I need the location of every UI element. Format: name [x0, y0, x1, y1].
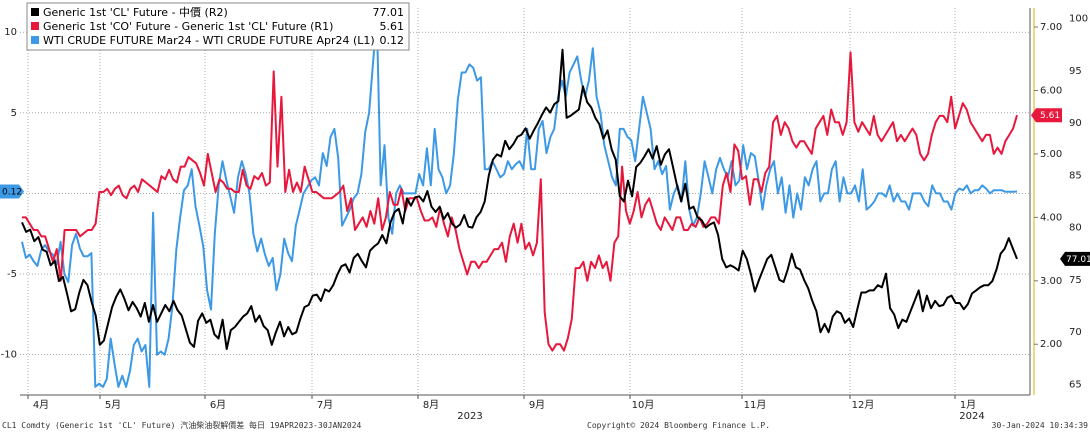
tick-label-x: 12月 — [852, 399, 875, 411]
tick-label-r1: 7.00 — [1040, 22, 1062, 33]
tick-label-x: 11月 — [744, 399, 767, 411]
legend-swatch — [31, 22, 39, 30]
footer-left: CL1 Comdty (Generic 1st 'CL' Future) 汽油柴… — [2, 420, 362, 430]
footer-right: 30-Jan-2024 10:34:39 — [992, 421, 1089, 430]
tick-label-r2: 100 — [1069, 13, 1088, 24]
legend-value: 77.01 — [373, 6, 405, 19]
tag-bg-r1 — [1031, 108, 1062, 123]
tag-bg-l1 — [0, 184, 24, 199]
year-label: 2024 — [959, 411, 984, 422]
tick-label-l1: -5 — [7, 269, 17, 280]
tick-label-r1: 6.00 — [1040, 85, 1062, 96]
x-axis: 4月 5月 6月 7月 8月 9月 10月 11月 12月 1月 2023 2024 — [20, 394, 1030, 422]
tick-label-x: 7月 — [317, 399, 333, 411]
legend-value: 5.61 — [380, 20, 405, 33]
tick-label-x: 9月 — [529, 399, 545, 411]
tick-label-r2: 95 — [1069, 66, 1082, 77]
series-layer — [21, 15, 1018, 388]
footer-center: Copyright© 2024 Bloomberg Finance L.P. — [587, 421, 770, 430]
series-line-spread_co_cl — [22, 51, 1018, 352]
legend-box — [26, 2, 410, 51]
tick-label-r2: 90 — [1069, 118, 1082, 129]
tag-label-l1: 0.12 — [2, 188, 22, 198]
tick-label-r2: 75 — [1069, 275, 1082, 286]
tick-label-r2: 65 — [1069, 380, 1082, 391]
tick-label-x: 4月 — [33, 399, 49, 411]
tick-label-x: 1月 — [960, 399, 976, 411]
legend-label: Generic 1st 'CO' Future - Generic 1st 'C… — [43, 20, 333, 33]
legend: Generic 1st 'CL' Future - 中價 (R2) 77.01 Ge… — [26, 2, 410, 51]
tick-label-x: 5月 — [105, 399, 121, 411]
tick-label-l1: -10 — [1, 350, 17, 361]
tick-label-x: 8月 — [423, 399, 439, 411]
right-axis-r2: 100 95 90 85 80 75 70 65 — [1069, 13, 1088, 390]
footer: CL1 Comdty (Generic 1st 'CL' Future) 汽油柴… — [2, 420, 1088, 430]
year-label: 2023 — [457, 411, 482, 422]
tick-label-r1: 4.00 — [1040, 212, 1062, 223]
tag-bg-r2 — [1060, 251, 1090, 266]
tick-label-x: 6月 — [210, 399, 226, 411]
legend-swatch — [31, 8, 39, 16]
legend-label: WTI CRUDE FUTURE Mar24 - WTI CRUDE FUTUR… — [43, 34, 375, 47]
tick-label-r2: 70 — [1069, 327, 1082, 338]
tick-label-r1: 5.00 — [1040, 149, 1062, 160]
tag-label-r1: 5.61 — [1040, 111, 1060, 121]
legend-label: Generic 1st 'CL' Future - 中價 (R2) — [43, 5, 228, 19]
tag-label-r2: 77.01 — [1066, 255, 1090, 265]
tick-label-r1: 3.00 — [1040, 276, 1062, 287]
tick-label-r1: 2.00 — [1040, 339, 1062, 350]
legend-value: 0.12 — [380, 34, 405, 47]
series-line-spread_wti — [21, 15, 1018, 388]
tick-label-r2: 80 — [1069, 223, 1082, 234]
last-value-tags: 0.12 5.61 77.01 — [0, 108, 1090, 266]
tick-label-r2: 85 — [1069, 170, 1082, 181]
series-line-cl_front — [21, 48, 1018, 350]
tick-label-l1: 5 — [11, 108, 17, 119]
legend-swatch — [31, 36, 39, 44]
right-axis-r1: 7.00 6.00 5.00 4.00 3.00 2.00 — [1029, 8, 1062, 395]
tick-label-l1: 10 — [4, 27, 17, 38]
tick-label-x: 10月 — [632, 399, 655, 411]
